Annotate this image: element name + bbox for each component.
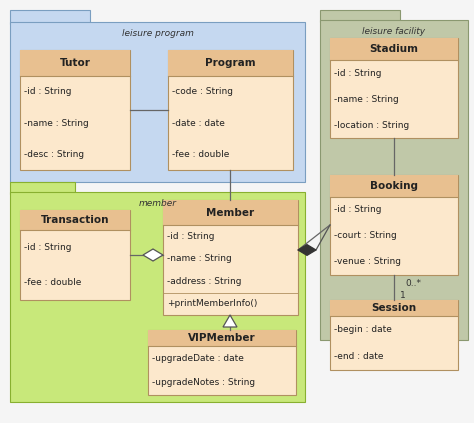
Text: -end : date: -end : date [334,352,383,361]
Text: -upgradeDate : date: -upgradeDate : date [152,354,244,363]
Text: member: member [138,200,176,209]
FancyBboxPatch shape [20,50,130,77]
Polygon shape [223,315,237,327]
Text: -id : String: -id : String [167,232,215,241]
FancyBboxPatch shape [148,330,296,346]
FancyBboxPatch shape [330,175,458,275]
Text: -address : String: -address : String [167,277,241,286]
Text: -court : String: -court : String [334,231,397,241]
Text: Transaction: Transaction [41,215,109,225]
FancyBboxPatch shape [10,192,305,402]
Polygon shape [143,249,163,261]
Text: Stadium: Stadium [370,44,419,54]
Polygon shape [298,244,316,255]
Text: -id : String: -id : String [334,206,382,214]
Text: Member: Member [207,208,255,218]
Text: -name : String: -name : String [334,94,399,104]
FancyBboxPatch shape [163,200,298,315]
Text: -fee : double: -fee : double [172,150,229,159]
FancyBboxPatch shape [330,38,458,60]
FancyBboxPatch shape [330,175,458,197]
Text: -upgradeNotes : String: -upgradeNotes : String [152,378,255,387]
Text: leisure program: leisure program [121,30,193,38]
Text: -name : String: -name : String [24,119,89,128]
Text: -id : String: -id : String [24,243,72,252]
FancyBboxPatch shape [20,210,130,230]
FancyBboxPatch shape [320,20,468,340]
Text: leisure facility: leisure facility [363,27,426,36]
FancyBboxPatch shape [330,300,458,316]
Text: -desc : String: -desc : String [24,150,84,159]
FancyBboxPatch shape [163,200,298,225]
Text: 1: 1 [400,291,406,299]
Text: +printMemberInfo(): +printMemberInfo() [167,299,257,308]
Text: -fee : double: -fee : double [24,278,82,287]
Text: -venue : String: -venue : String [334,258,401,266]
FancyBboxPatch shape [20,210,130,300]
FancyBboxPatch shape [330,38,458,138]
Text: 0..*: 0..* [405,278,421,288]
FancyBboxPatch shape [20,50,130,170]
FancyBboxPatch shape [168,50,293,77]
FancyBboxPatch shape [330,300,458,370]
Text: Program: Program [205,58,256,68]
Text: -location : String: -location : String [334,121,409,129]
Text: VIPMember: VIPMember [188,333,256,343]
Text: -id : String: -id : String [24,88,72,96]
FancyBboxPatch shape [10,10,90,24]
Text: -code : String: -code : String [172,88,233,96]
FancyBboxPatch shape [168,50,293,170]
Text: -begin : date: -begin : date [334,325,392,334]
FancyBboxPatch shape [148,330,296,395]
Text: Booking: Booking [370,181,418,191]
Text: -name : String: -name : String [167,255,232,264]
Text: Session: Session [372,303,417,313]
Text: -date : date: -date : date [172,119,225,128]
Text: Tutor: Tutor [60,58,91,68]
FancyBboxPatch shape [10,22,305,182]
FancyBboxPatch shape [10,182,75,194]
FancyBboxPatch shape [320,10,400,22]
Text: -id : String: -id : String [334,69,382,77]
